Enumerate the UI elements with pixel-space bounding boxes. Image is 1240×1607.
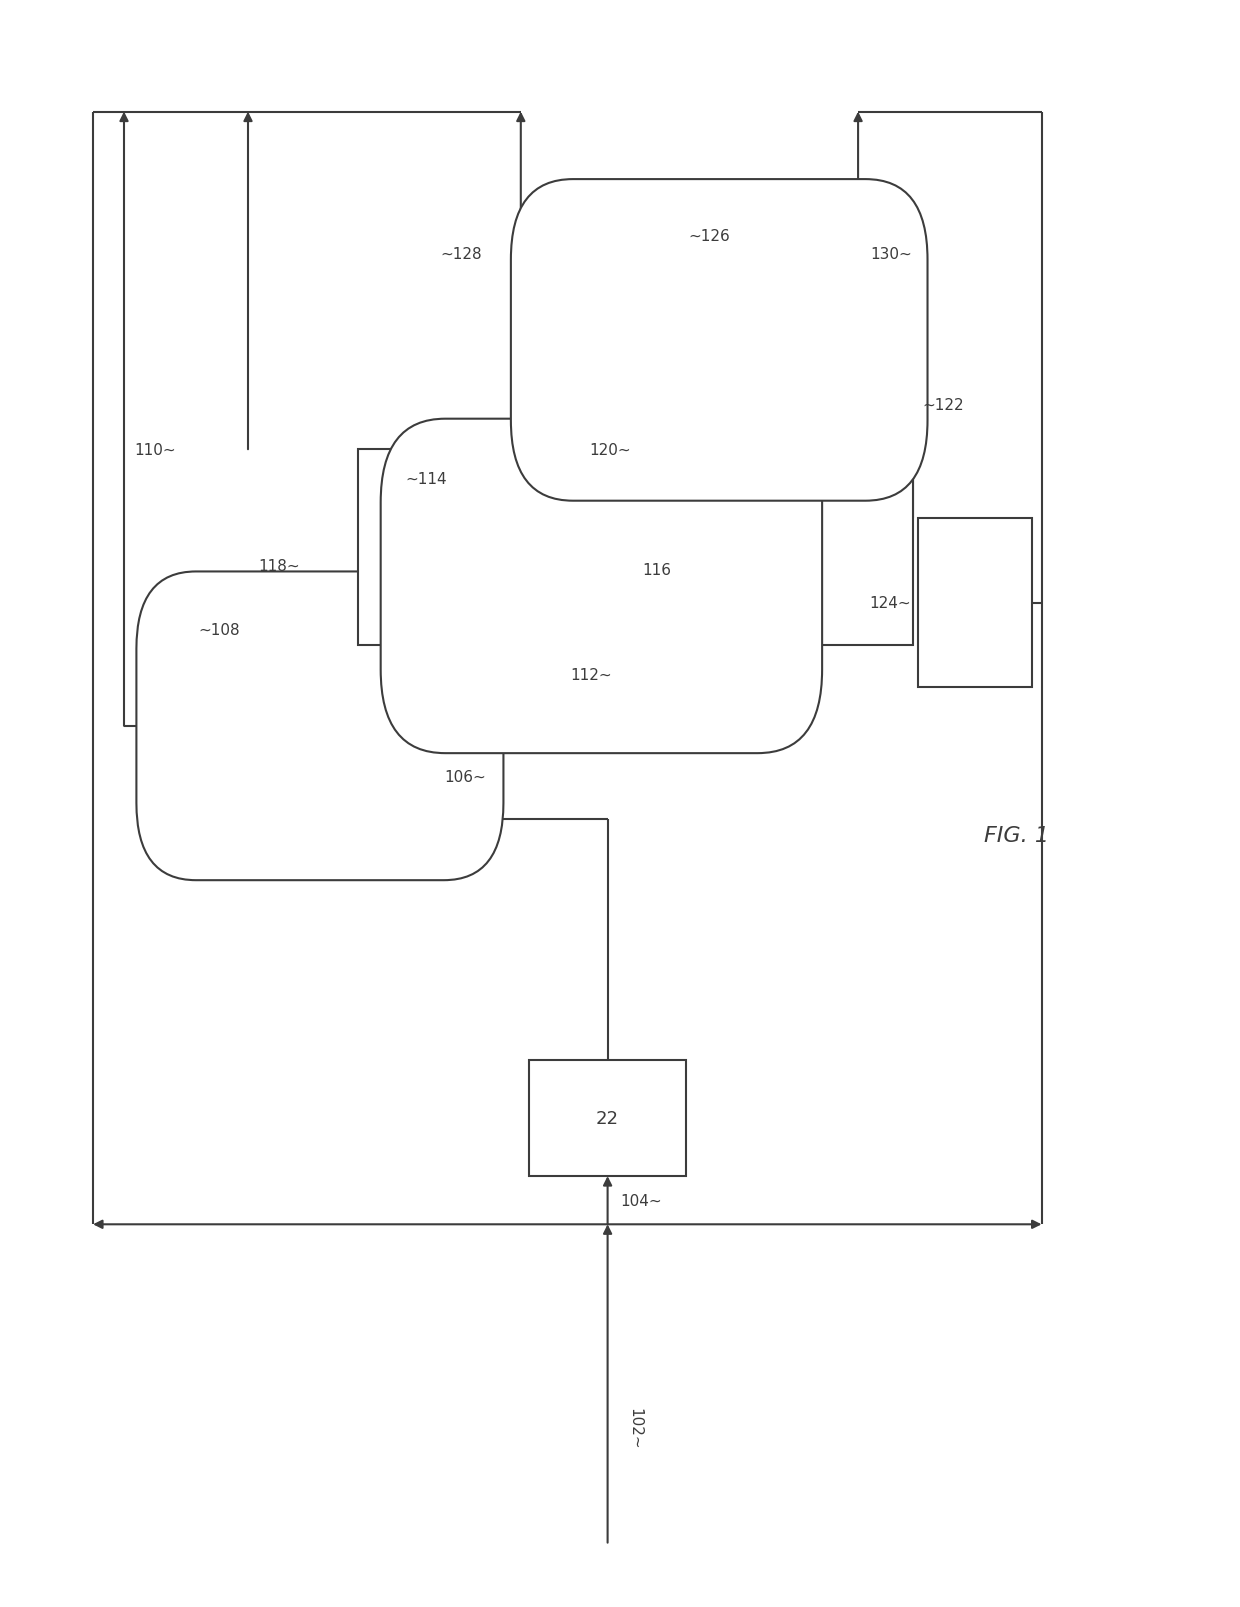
Text: ~114: ~114	[405, 471, 448, 487]
Text: 104~: 104~	[620, 1192, 662, 1208]
Text: ~126: ~126	[688, 228, 730, 244]
Bar	[918, 519, 1032, 688]
Text: 106~: 106~	[444, 770, 486, 784]
Bar	[529, 1061, 686, 1176]
Text: 102~: 102~	[627, 1408, 642, 1450]
Text: 120~: 120~	[589, 442, 631, 458]
FancyBboxPatch shape	[381, 419, 822, 754]
Text: ~128: ~128	[440, 246, 482, 262]
Text: 118~: 118~	[258, 558, 300, 574]
Text: 22: 22	[596, 1109, 619, 1128]
FancyBboxPatch shape	[511, 180, 928, 501]
Text: 112~: 112~	[570, 667, 613, 683]
Text: 110~: 110~	[134, 442, 176, 458]
Text: 116: 116	[642, 562, 671, 579]
Text: FIG. 1: FIG. 1	[985, 826, 1049, 845]
Text: 124~: 124~	[869, 596, 911, 611]
Text: ~108: ~108	[198, 622, 241, 638]
Text: 130~: 130~	[870, 246, 913, 262]
FancyBboxPatch shape	[136, 572, 503, 881]
Text: ~122: ~122	[923, 397, 965, 413]
Bar	[358, 450, 913, 646]
